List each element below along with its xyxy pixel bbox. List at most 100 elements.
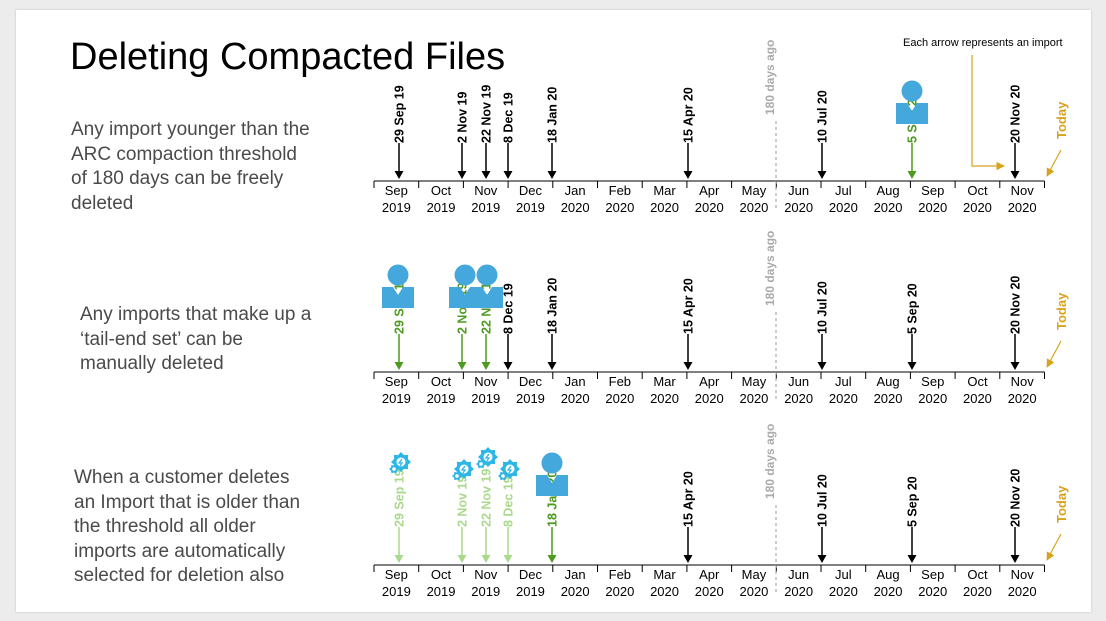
arrow-head [457, 555, 467, 563]
month-label: Jun [788, 183, 809, 198]
year-label: 2020 [829, 584, 858, 599]
month-label: Apr [699, 567, 720, 582]
gear-bolt [506, 465, 513, 474]
month-label: May [742, 374, 767, 389]
year-label: 2020 [874, 584, 903, 599]
person-head [387, 264, 409, 286]
year-label: 2020 [561, 200, 590, 215]
arrow-head [481, 362, 491, 370]
arrow-head [547, 555, 557, 563]
month-label: May [742, 183, 767, 198]
import-arrow-22-nov-19: 22 Nov 19 [480, 85, 494, 179]
year-label: 2019 [516, 391, 545, 406]
import-arrow-15-apr-20: 15 Apr 20 [682, 471, 696, 563]
today-arrow [1046, 340, 1062, 368]
import-label: 8 Dec 19 [502, 92, 516, 143]
year-label: 2019 [382, 584, 411, 599]
gear-hole [505, 464, 515, 474]
gear-hole [396, 457, 406, 467]
month-label: Nov [1011, 567, 1035, 582]
year-label: 2020 [650, 391, 679, 406]
arrow-head [394, 362, 404, 370]
threshold-label: 180 days ago [763, 424, 777, 499]
year-label: 2020 [829, 391, 858, 406]
import-arrow-2-nov-19: 2 Nov 19 [456, 476, 470, 563]
year-label: 2020 [1008, 584, 1037, 599]
month-label: Oct [967, 183, 988, 198]
year-label: 2020 [963, 200, 992, 215]
import-arrow-5-sep-20: 5 Sep 20 [906, 476, 920, 563]
person-head [541, 452, 563, 474]
import-arrow-20-nov-20: 20 Nov 20 [1009, 276, 1023, 370]
threshold-label: 180 days ago [763, 40, 777, 115]
row-1-description: Any import younger than the ARC compacti… [71, 119, 310, 214]
gear-bolt [484, 453, 491, 462]
arrow-head [907, 171, 917, 179]
legend-pointer-arrow [971, 55, 1005, 171]
gear-bolt [460, 465, 467, 474]
import-label: 20 Nov 20 [1009, 276, 1023, 334]
import-arrow-18-jan-20: 18 Jan 20 [546, 278, 560, 370]
small-gear-hole [392, 467, 396, 471]
month-label: Aug [876, 183, 899, 198]
import-label: 10 Jul 20 [816, 90, 830, 143]
year-label: 2020 [784, 584, 813, 599]
import-arrow-10-jul-20: 10 Jul 20 [816, 281, 830, 370]
year-label: 2020 [739, 200, 768, 215]
month-label: Dec [519, 374, 543, 389]
small-gear-hole [501, 474, 505, 478]
year-label: 2020 [874, 200, 903, 215]
year-label: 2020 [695, 584, 724, 599]
person-head [901, 80, 923, 102]
gear-hole [459, 464, 469, 474]
person-head [454, 264, 476, 286]
month-label: Oct [431, 183, 452, 198]
month-label: Mar [653, 374, 676, 389]
person-body [536, 475, 568, 496]
month-label: Oct [431, 374, 452, 389]
threshold-label: 180 days ago [763, 231, 777, 306]
arrow-head [481, 171, 491, 179]
year-label: 2020 [695, 200, 724, 215]
arrow-head [503, 362, 513, 370]
month-label: May [742, 567, 767, 582]
import-arrow-15-apr-20: 15 Apr 20 [682, 87, 696, 179]
month-label: Mar [653, 183, 676, 198]
import-arrow-10-jul-20: 10 Jul 20 [816, 474, 830, 563]
import-label: 18 Jan 20 [546, 278, 560, 334]
year-label: 2019 [427, 200, 456, 215]
arrow-head [907, 362, 917, 370]
month-label: Sep [921, 567, 944, 582]
arrow-head [547, 171, 557, 179]
import-arrow-8-dec-19: 8 Dec 19 [502, 92, 516, 179]
timeline-row-3: Sep 2019 Oct 2019 Nov 2019 Dec 2019 Jan 2020 Feb 20… [373, 424, 1069, 599]
month-label: Nov [1011, 183, 1035, 198]
arrow-head [1010, 555, 1020, 563]
arrow-head [457, 362, 467, 370]
arrow-head [817, 555, 827, 563]
import-label: 29 Sep 19 [393, 469, 407, 527]
month-label: Nov [474, 567, 498, 582]
arrow-head [1010, 362, 1020, 370]
small-gear-hole [455, 474, 459, 478]
gear-hole [483, 452, 493, 462]
import-arrow-8-dec-19: 8 Dec 19 [502, 283, 516, 370]
today-arrow [1046, 533, 1062, 561]
month-label: Jul [835, 183, 852, 198]
small-gear-hole [479, 462, 483, 466]
import-label: 22 Nov 19 [480, 85, 494, 143]
legend-pointer-line [971, 55, 1005, 171]
year-label: 2020 [918, 391, 947, 406]
month-label: Dec [519, 567, 543, 582]
year-label: 2020 [605, 584, 634, 599]
month-label: Jun [788, 567, 809, 582]
year-label: 2020 [963, 584, 992, 599]
import-arrow-20-nov-20: 20 Nov 20 [1009, 85, 1023, 179]
year-label: 2020 [784, 391, 813, 406]
import-label: 29 Sep 19 [393, 85, 407, 143]
person-body [471, 287, 503, 308]
import-label: 20 Nov 20 [1009, 85, 1023, 143]
year-label: 2019 [516, 584, 545, 599]
month-label: Feb [609, 183, 631, 198]
gear-icon [498, 459, 520, 481]
